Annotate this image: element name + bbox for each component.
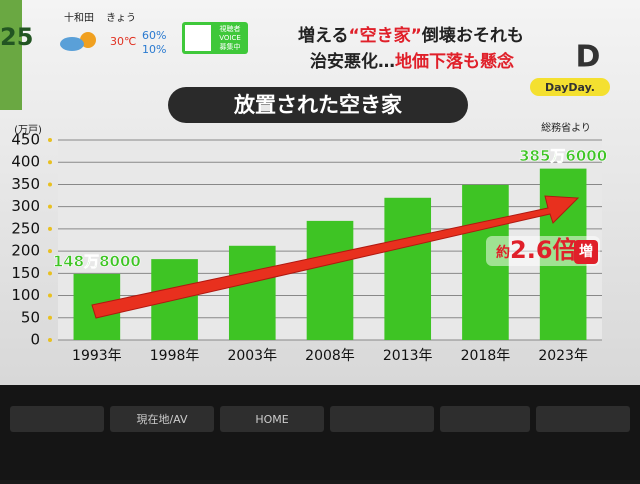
- humidity: 60%: [142, 29, 166, 42]
- show-badge: [530, 78, 610, 96]
- x-tick-label: 1993年: [72, 348, 122, 364]
- tick-dot: [48, 293, 52, 298]
- y-tick-label: 400: [11, 153, 40, 171]
- clock: 25: [0, 23, 33, 51]
- button[interactable]: [10, 406, 104, 432]
- x-tick-label: 2013年: [383, 348, 433, 364]
- headline-part: 治安悪化…: [310, 51, 395, 72]
- chart-title: 放置された空き家: [233, 93, 403, 117]
- tick-dot: [48, 160, 52, 165]
- headline: 治安悪化…地価下落も懸念: [310, 51, 514, 72]
- x-tick-label: 1998年: [150, 348, 200, 364]
- y-tick-label: 250: [11, 219, 40, 237]
- day: きょう: [106, 12, 136, 24]
- button[interactable]: [220, 406, 324, 432]
- y-tick-label: 450: [11, 131, 40, 149]
- x-tick-label: 2003年: [227, 348, 277, 364]
- show-name: DayDay.: [545, 81, 595, 94]
- title-banner: [168, 87, 468, 123]
- bezel: [0, 385, 640, 480]
- y-axis-label: (万戸): [14, 124, 42, 136]
- headline: 増える“空き家”倒壊おそれも: [298, 25, 524, 46]
- tick-dot: [48, 226, 52, 231]
- source: 総務省より: [541, 121, 591, 134]
- y-tick-label: 200: [11, 242, 40, 260]
- x-tick-label: 2018年: [461, 348, 511, 364]
- tick-dot: [48, 182, 52, 187]
- button-label: 現在地/AV: [136, 413, 188, 426]
- y-tick-label: 350: [11, 175, 40, 193]
- trend-arrow: [91, 195, 580, 319]
- headline-part: 地価下落も懸念: [395, 51, 514, 72]
- y-tick-label: 300: [11, 197, 40, 215]
- button-label: HOME: [255, 413, 288, 426]
- button[interactable]: [536, 406, 630, 432]
- temperature: 30℃: [110, 35, 136, 48]
- bar: [306, 220, 354, 340]
- cloud-icon: [60, 37, 84, 51]
- voice-text: VOICE: [219, 34, 241, 42]
- y-tick-label: 0: [30, 331, 40, 349]
- x-tick-label: 2023年: [538, 348, 588, 364]
- annotation-bg: [486, 236, 600, 266]
- headline-part: “空き家”: [349, 25, 422, 46]
- y-tick-label: 100: [11, 286, 40, 304]
- qr-code: [185, 25, 211, 51]
- x-tick-label: 2008年: [305, 348, 355, 364]
- tick-dot: [48, 315, 52, 320]
- annotation: 2.6倍: [510, 236, 577, 264]
- annotation-badge: [574, 240, 598, 264]
- tick-dot: [48, 138, 52, 142]
- y-tick-label: 50: [21, 308, 40, 326]
- tick-dot: [48, 204, 52, 209]
- side-panel: [0, 0, 22, 110]
- y-tick-label: 150: [11, 264, 40, 282]
- voice-text: 募集中: [220, 42, 241, 51]
- value-label: 148万8000: [53, 252, 141, 270]
- annotation: 約: [496, 244, 510, 261]
- rain: 10%: [142, 43, 166, 56]
- headline-part: 倒壊おそれも: [421, 26, 524, 46]
- voice-text: 視聴者: [220, 24, 241, 33]
- button[interactable]: [440, 406, 530, 432]
- tick-dot: [48, 338, 52, 342]
- annotation: 増: [579, 243, 593, 260]
- value-label: 385万6000: [519, 147, 607, 165]
- button[interactable]: [330, 406, 434, 432]
- button[interactable]: [110, 406, 214, 432]
- tick-dot: [48, 271, 52, 276]
- bar: [228, 245, 276, 340]
- place: 十和田: [64, 11, 94, 24]
- bar: [384, 197, 432, 340]
- tick-dot: [48, 249, 52, 254]
- logo: D: [576, 40, 601, 75]
- headline-part: 増える: [298, 25, 349, 46]
